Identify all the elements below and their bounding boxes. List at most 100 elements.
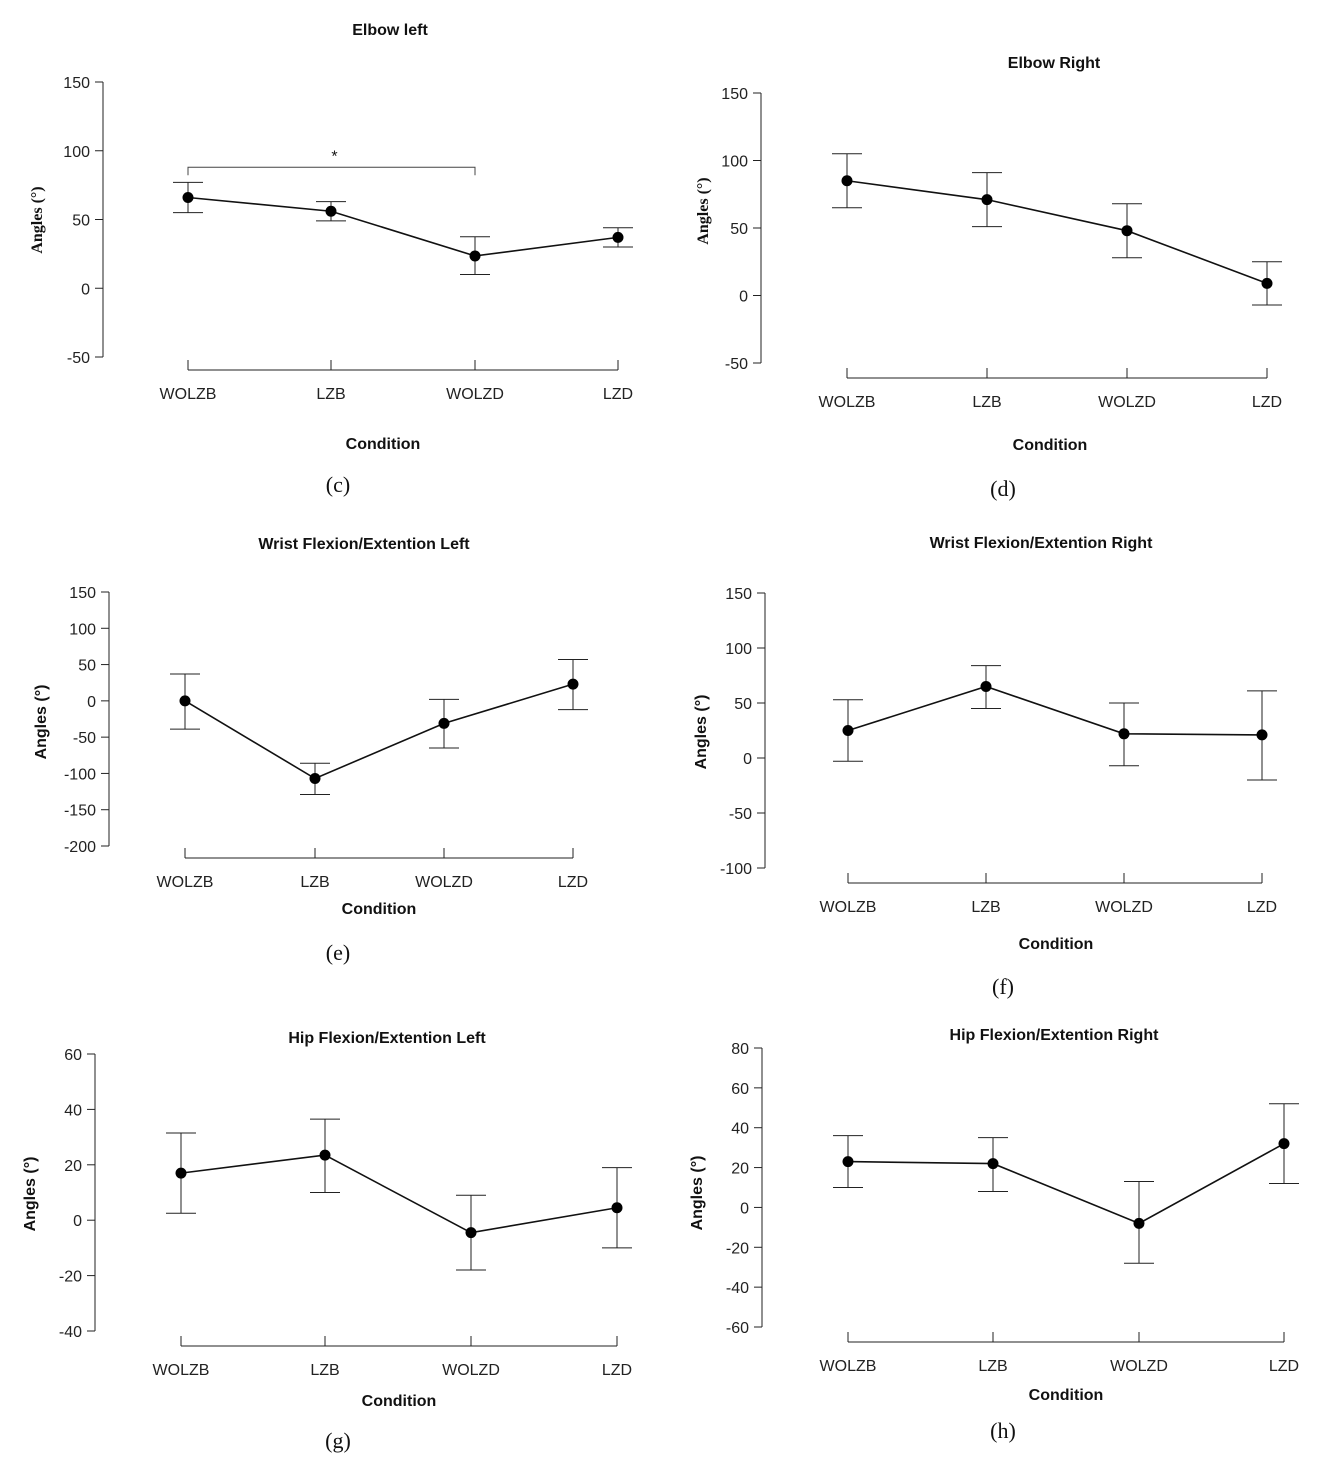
chart-panel-2: Elbow Right 150 100 50 0 -50 Angles (°) WOLZB LZ…	[695, 55, 1282, 501]
y-tick-label: 50	[734, 696, 752, 713]
y-tick-label: 0	[740, 1200, 749, 1217]
data-point	[611, 1202, 623, 1214]
y-tick-label: 0	[87, 694, 96, 711]
y-tick-label: 50	[78, 658, 96, 675]
significance-marker: *	[331, 148, 337, 165]
data-point	[1261, 277, 1273, 289]
chart-title: Wrist Flexion/Extention Right	[930, 535, 1153, 552]
x-tick-label: LZB	[972, 394, 1001, 411]
y-tick-label: 100	[63, 144, 90, 161]
x-axis-label: Condition	[346, 436, 421, 453]
y-axis-label: Angles (°)	[689, 1156, 706, 1231]
series-line	[846, 179, 1268, 285]
x-tick-label: WOLZD	[1110, 1358, 1168, 1375]
panel-label: (c)	[326, 472, 350, 497]
y-axis-label: Angles (°)	[693, 695, 710, 770]
y-tick-label: -20	[726, 1240, 749, 1257]
x-tick-label: WOLZB	[160, 386, 217, 403]
x-tick-label: WOLZB	[820, 1358, 877, 1375]
x-tick-label: LZD	[602, 1362, 632, 1379]
series-line	[847, 685, 1263, 736]
x-axis-label: Condition	[1013, 437, 1088, 454]
y-tick-label: -100	[720, 861, 752, 878]
data-point	[1256, 729, 1268, 741]
x-tick-label: LZB	[310, 1362, 339, 1379]
x-tick-label: WOLZB	[157, 874, 214, 891]
chart-panel-4: Wrist Flexion/Extention Right 150 100 50 0 -5…	[693, 535, 1277, 999]
x-tick-label: LZB	[316, 386, 345, 403]
x-axis-label: Condition	[362, 1393, 437, 1410]
data-point	[182, 192, 194, 203]
y-tick-label: 20	[731, 1161, 749, 1178]
data-point	[841, 175, 853, 187]
x-tick-label: LZB	[978, 1358, 1007, 1375]
data-point	[325, 205, 337, 217]
data-point	[981, 194, 993, 206]
y-tick-label: 150	[69, 585, 96, 602]
data-point	[987, 1158, 999, 1170]
y-tick-label: -50	[67, 350, 90, 367]
y-tick-label: 150	[63, 75, 90, 92]
data-point	[612, 231, 624, 243]
data-point	[842, 1156, 854, 1168]
y-tick-label: 0	[743, 751, 752, 768]
chart-panel-5: Hip Flexion/Extention Left 60 40 20 0 -20 -40 A…	[22, 1030, 632, 1453]
panel-label: (d)	[990, 476, 1016, 501]
y-tick-label: 0	[739, 289, 748, 306]
y-tick-label: -50	[725, 356, 748, 373]
data-point	[319, 1149, 331, 1161]
chart-title: Hip Flexion/Extention Left	[288, 1030, 486, 1047]
y-tick-label: 100	[69, 621, 96, 638]
data-point	[1133, 1217, 1145, 1229]
chart-panel-1: Elbow left 150 100 50 0 -50 Angles (°) WOLZB LZB…	[29, 22, 633, 497]
x-tick-label: LZD	[603, 386, 633, 403]
series-line	[847, 1142, 1285, 1225]
x-axis-label: Condition	[1029, 1387, 1104, 1404]
series-line	[184, 683, 574, 780]
y-tick-label: -20	[59, 1269, 82, 1286]
y-tick-label: 0	[73, 1213, 82, 1230]
x-tick-label: LZB	[971, 899, 1000, 916]
x-tick-label: WOLZD	[1095, 899, 1153, 916]
y-tick-label: 40	[731, 1121, 749, 1138]
x-tick-label: WOLZD	[442, 1362, 500, 1379]
chart-title: Elbow left	[352, 22, 428, 39]
panel-label: (e)	[326, 940, 350, 965]
x-axis-label: Condition	[1019, 936, 1094, 953]
data-point	[469, 250, 481, 262]
y-tick-label: -200	[64, 839, 96, 856]
data-point	[465, 1227, 477, 1239]
y-tick-label: 50	[72, 213, 90, 230]
x-tick-label: WOLZB	[153, 1362, 210, 1379]
panel-label: (g)	[325, 1428, 351, 1453]
x-axis-label: Condition	[342, 901, 417, 918]
y-tick-label: -40	[59, 1324, 82, 1341]
x-tick-label: LZD	[1252, 394, 1282, 411]
chart-panel-6: Hip Flexion/Extention Right 80 60 40 20 0 -20 -…	[689, 1027, 1299, 1443]
y-tick-label: 100	[725, 641, 752, 658]
data-point	[842, 725, 854, 736]
y-tick-label: 60	[731, 1081, 749, 1098]
data-point	[980, 681, 992, 692]
series-line	[180, 1154, 618, 1234]
data-point	[1278, 1138, 1290, 1150]
data-point	[438, 717, 450, 729]
x-tick-label: WOLZB	[819, 394, 876, 411]
panel-label: (h)	[990, 1418, 1016, 1443]
data-point	[175, 1167, 187, 1179]
y-axis-label: Angles (°)	[695, 177, 712, 244]
y-tick-label: 150	[721, 86, 748, 103]
y-axis-label: Angles (°)	[33, 685, 50, 760]
y-tick-label: 50	[730, 221, 748, 238]
y-tick-label: -150	[64, 803, 96, 820]
x-tick-label: WOLZD	[1098, 394, 1156, 411]
x-tick-label: LZB	[300, 874, 329, 891]
y-tick-label: -100	[64, 766, 96, 783]
y-axis-label: Angles (°)	[29, 186, 46, 253]
data-point	[1118, 728, 1130, 740]
y-tick-label: 40	[64, 1102, 82, 1119]
y-tick-label: 0	[81, 281, 90, 298]
chart-title: Hip Flexion/Extention Right	[950, 1027, 1160, 1044]
y-tick-label: 60	[64, 1047, 82, 1064]
